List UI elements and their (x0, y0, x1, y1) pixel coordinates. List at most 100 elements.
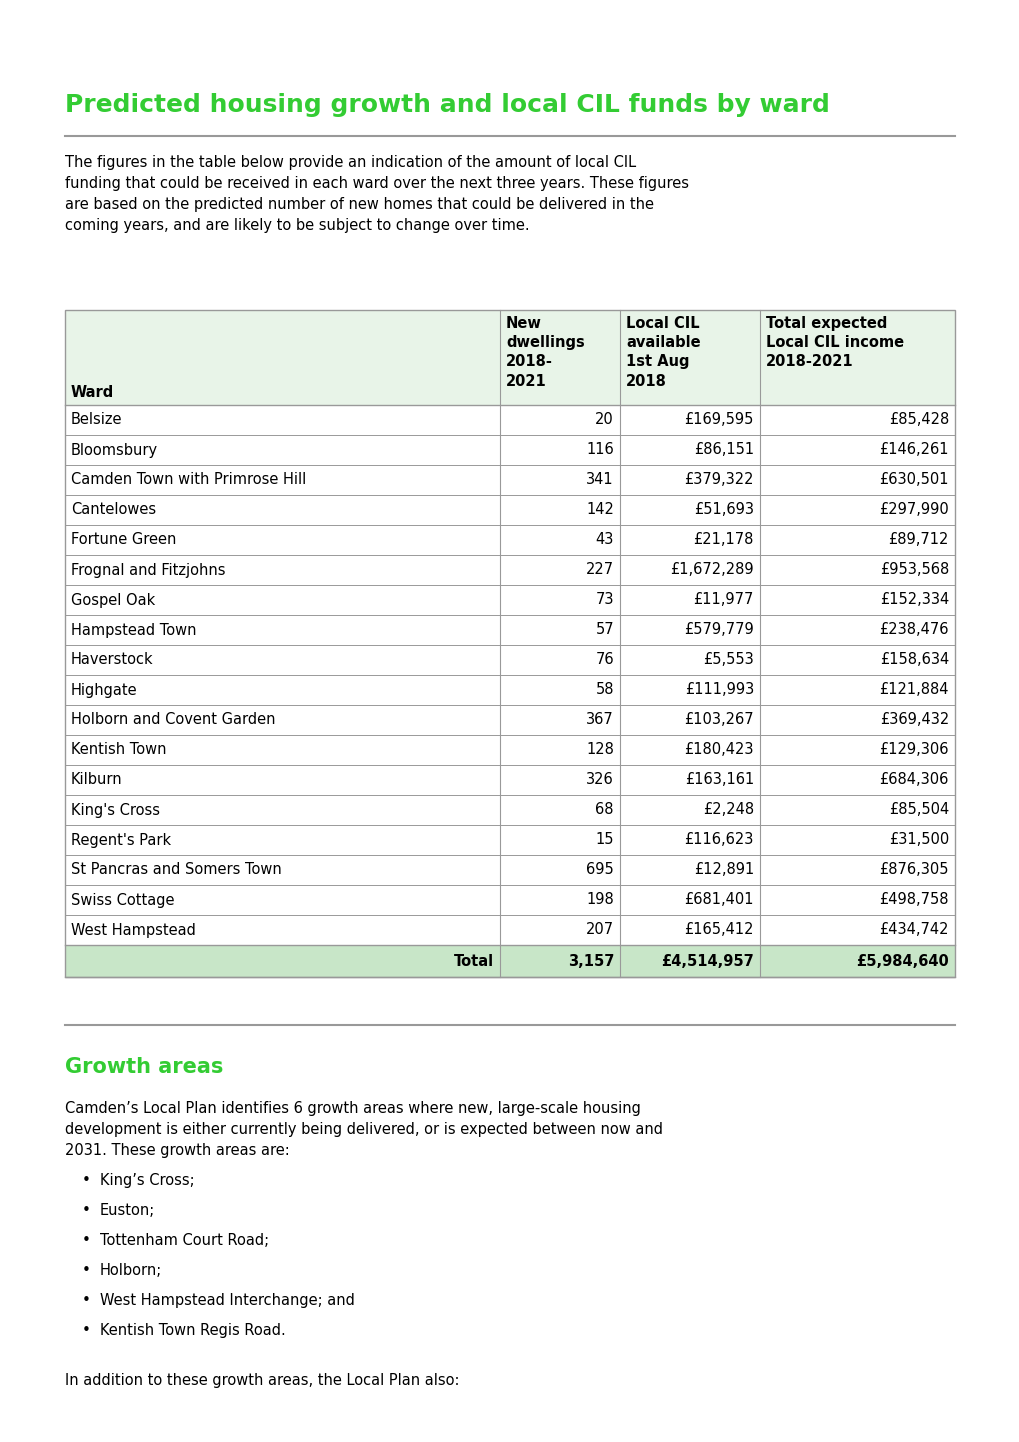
Text: •: • (82, 1233, 91, 1247)
Text: £4,514,957: £4,514,957 (660, 953, 753, 969)
Text: Total: Total (453, 953, 493, 969)
Text: £681,401: £681,401 (684, 893, 753, 907)
Text: Hampstead Town: Hampstead Town (71, 623, 197, 637)
Text: £5,553: £5,553 (702, 652, 753, 668)
Text: £165,412: £165,412 (684, 923, 753, 937)
Text: Local CIL
available
1st Aug
2018: Local CIL available 1st Aug 2018 (626, 316, 700, 388)
Text: £1,672,289: £1,672,289 (669, 562, 753, 577)
Text: £297,990: £297,990 (878, 502, 948, 518)
Text: Kentish Town Regis Road.: Kentish Town Regis Road. (100, 1322, 285, 1338)
Text: £116,623: £116,623 (684, 832, 753, 848)
Text: Holborn;: Holborn; (100, 1263, 162, 1278)
Text: £630,501: £630,501 (878, 473, 948, 487)
Text: In addition to these growth areas, the Local Plan also:: In addition to these growth areas, the L… (65, 1373, 459, 1389)
Text: Predicted housing growth and local CIL funds by ward: Predicted housing growth and local CIL f… (65, 92, 829, 117)
Text: £85,504: £85,504 (888, 803, 948, 818)
Text: Euston;: Euston; (100, 1203, 155, 1218)
Text: •: • (82, 1203, 91, 1218)
Text: 341: 341 (586, 473, 613, 487)
Text: £86,151: £86,151 (693, 443, 753, 457)
Text: Fortune Green: Fortune Green (71, 532, 176, 548)
Text: 15: 15 (595, 832, 613, 848)
Text: 227: 227 (585, 562, 613, 577)
Text: £238,476: £238,476 (878, 623, 948, 637)
Text: 198: 198 (586, 893, 613, 907)
Text: Frognal and Fitzjohns: Frognal and Fitzjohns (71, 562, 225, 577)
Text: •: • (82, 1172, 91, 1188)
Text: Holborn and Covent Garden: Holborn and Covent Garden (71, 712, 275, 728)
Text: £89,712: £89,712 (888, 532, 948, 548)
Text: Bloomsbury: Bloomsbury (71, 443, 158, 457)
Text: £103,267: £103,267 (684, 712, 753, 728)
Text: £85,428: £85,428 (888, 412, 948, 427)
Text: King’s Cross;: King’s Cross; (100, 1172, 195, 1188)
Text: Kilburn: Kilburn (71, 773, 122, 787)
Text: 73: 73 (595, 593, 613, 607)
Text: £152,334: £152,334 (878, 593, 948, 607)
Text: Ward: Ward (71, 385, 114, 399)
Text: £129,306: £129,306 (878, 743, 948, 757)
Text: 207: 207 (585, 923, 613, 937)
Text: Camden’s Local Plan identifies 6 growth areas where new, large-scale housing
dev: Camden’s Local Plan identifies 6 growth … (65, 1102, 662, 1158)
Text: £579,779: £579,779 (684, 623, 753, 637)
Text: £21,178: £21,178 (693, 532, 753, 548)
Bar (65, 310, 954, 405)
Text: 20: 20 (595, 412, 613, 427)
Text: £163,161: £163,161 (684, 773, 753, 787)
Text: £180,423: £180,423 (684, 743, 753, 757)
Text: Regent's Park: Regent's Park (71, 832, 171, 848)
Text: £434,742: £434,742 (878, 923, 948, 937)
Text: •: • (82, 1263, 91, 1278)
Text: £169,595: £169,595 (684, 412, 753, 427)
Text: 43: 43 (595, 532, 613, 548)
Text: Tottenham Court Road;: Tottenham Court Road; (100, 1233, 269, 1247)
Text: West Hampstead Interchange; and: West Hampstead Interchange; and (100, 1293, 355, 1308)
Text: King's Cross: King's Cross (71, 803, 160, 818)
Text: Belsize: Belsize (71, 412, 122, 427)
Text: £31,500: £31,500 (888, 832, 948, 848)
Text: £369,432: £369,432 (878, 712, 948, 728)
Text: £876,305: £876,305 (878, 862, 948, 878)
Text: Growth areas: Growth areas (65, 1057, 223, 1077)
Text: £379,322: £379,322 (684, 473, 753, 487)
Text: West Hampstead: West Hampstead (71, 923, 196, 937)
Text: 3,157: 3,157 (567, 953, 613, 969)
Text: £121,884: £121,884 (878, 682, 948, 698)
Text: St Pancras and Somers Town: St Pancras and Somers Town (71, 862, 281, 878)
Text: New
dwellings
2018-
2021: New dwellings 2018- 2021 (505, 316, 584, 388)
Text: 367: 367 (586, 712, 613, 728)
Text: 695: 695 (586, 862, 613, 878)
Text: 116: 116 (586, 443, 613, 457)
Text: £51,693: £51,693 (693, 502, 753, 518)
Text: Gospel Oak: Gospel Oak (71, 593, 155, 607)
Text: Swiss Cottage: Swiss Cottage (71, 893, 174, 907)
Text: £684,306: £684,306 (878, 773, 948, 787)
Bar (65, 310, 954, 978)
Text: Total expected
Local CIL income
2018-2021: Total expected Local CIL income 2018-202… (765, 316, 903, 369)
Text: 68: 68 (595, 803, 613, 818)
Text: 58: 58 (595, 682, 613, 698)
Text: £498,758: £498,758 (878, 893, 948, 907)
Text: The figures in the table below provide an indication of the amount of local CIL
: The figures in the table below provide a… (65, 154, 688, 234)
Text: £146,261: £146,261 (878, 443, 948, 457)
Text: Kentish Town: Kentish Town (71, 743, 166, 757)
Text: Haverstock: Haverstock (71, 652, 154, 668)
Text: 128: 128 (586, 743, 613, 757)
Text: £11,977: £11,977 (693, 593, 753, 607)
Text: 326: 326 (586, 773, 613, 787)
Bar (65, 945, 954, 978)
Text: Cantelowes: Cantelowes (71, 502, 156, 518)
Text: £111,993: £111,993 (684, 682, 753, 698)
Text: Camden Town with Primrose Hill: Camden Town with Primrose Hill (71, 473, 306, 487)
Text: £2,248: £2,248 (702, 803, 753, 818)
Text: £12,891: £12,891 (693, 862, 753, 878)
Text: Highgate: Highgate (71, 682, 138, 698)
Text: £953,568: £953,568 (878, 562, 948, 577)
Text: 142: 142 (586, 502, 613, 518)
Text: 76: 76 (595, 652, 613, 668)
Text: £158,634: £158,634 (878, 652, 948, 668)
Text: 57: 57 (595, 623, 613, 637)
Text: £5,984,640: £5,984,640 (855, 953, 948, 969)
Text: •: • (82, 1322, 91, 1338)
Text: •: • (82, 1293, 91, 1308)
